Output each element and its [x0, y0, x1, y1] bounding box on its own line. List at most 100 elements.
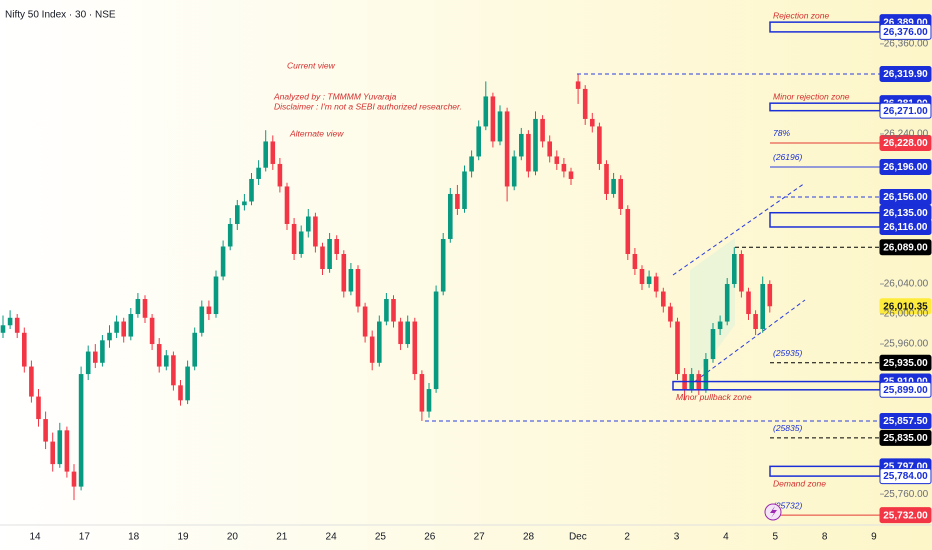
- candles: [0, 73, 773, 501]
- price-label-box: [879, 102, 932, 119]
- x-tick-label: 27: [474, 532, 486, 543]
- price-label-box: [879, 218, 932, 235]
- candle-body: [256, 167, 261, 179]
- y-tick-label: 26,360.00: [884, 39, 929, 50]
- alert-bolt: [770, 506, 777, 518]
- candle-body: [7, 317, 13, 326]
- candle-body: [0, 325, 6, 333]
- price-label: 25,835.00: [883, 433, 928, 444]
- candle-body: [149, 317, 155, 345]
- candle-body: [526, 133, 531, 172]
- candle-body: [50, 441, 55, 465]
- candle-body: [703, 359, 709, 390]
- annotation: Alternate view: [289, 128, 344, 138]
- candle-body: [171, 355, 176, 386]
- price-label-box: [879, 65, 932, 82]
- candle-body: [597, 126, 602, 164]
- candle-body: [220, 246, 226, 277]
- x-tick-label: 9: [871, 532, 877, 543]
- price-label-box: [879, 429, 932, 446]
- candle-body: [710, 329, 716, 360]
- candle-body: [675, 321, 680, 375]
- x-tick-label: 4: [723, 532, 729, 543]
- candle-body: [554, 156, 560, 164]
- candle-body: [547, 141, 552, 157]
- candle-body: [490, 96, 496, 142]
- candle-body: [114, 321, 119, 333]
- chart-title: Nifty 50 Index · 30 · NSE: [5, 10, 116, 21]
- price-label-box: [879, 134, 932, 151]
- price-label: 26,010.35: [883, 301, 928, 312]
- price-label: 26,376.00: [883, 27, 928, 38]
- candle-body: [334, 238, 339, 254]
- candle-body: [760, 284, 765, 330]
- candle-body: [504, 111, 510, 187]
- candle-body: [93, 351, 98, 363]
- candle-body: [185, 366, 190, 401]
- candle-body: [298, 231, 304, 254]
- price-label: 25,732.00: [883, 510, 928, 521]
- candle-body: [156, 344, 162, 367]
- candle-body: [433, 291, 439, 390]
- price-label: 26,156.00: [883, 192, 928, 203]
- candle-body: [36, 396, 41, 420]
- candle-body: [483, 96, 489, 127]
- candle-body: [519, 133, 524, 157]
- annotation: Disclaimer : I'm not a SEBI authorized r…: [274, 101, 462, 111]
- candle-body: [753, 314, 758, 330]
- candle-body: [270, 141, 276, 164]
- candle-body: [398, 321, 403, 345]
- price-label-box: [879, 468, 932, 485]
- candle-body: [732, 253, 737, 285]
- price-label: 26,271.00: [883, 106, 928, 117]
- candle-body: [227, 223, 233, 247]
- x-tick-label: 5: [772, 532, 778, 543]
- candle-body: [639, 269, 645, 285]
- candle-body: [561, 163, 567, 172]
- price-label: 25,935.00: [883, 358, 928, 369]
- candle-body: [78, 374, 84, 487]
- x-tick-label: 8: [822, 532, 828, 543]
- level-note: (25732): [773, 500, 802, 510]
- candle-body: [14, 317, 20, 333]
- zone-label: Demand zone: [773, 478, 826, 488]
- candle-body: [355, 269, 361, 307]
- candle-body: [85, 351, 91, 375]
- annotation: Current view: [287, 60, 336, 70]
- candle-body: [582, 88, 588, 119]
- price-label-box: [879, 158, 932, 175]
- price-label-box: [879, 381, 932, 398]
- channel-lower: [689, 299, 806, 386]
- price-label: 25,899.00: [883, 385, 928, 396]
- candle-body: [128, 314, 134, 337]
- y-tick-label: 25,960.00: [884, 339, 929, 350]
- zone-label: Rejection zone: [773, 10, 830, 20]
- candle-body: [419, 374, 425, 412]
- candle-body: [22, 332, 27, 367]
- level-note: (25835): [773, 423, 802, 433]
- candle-body: [43, 419, 48, 442]
- candle-body: [121, 321, 126, 337]
- candle-body: [327, 238, 332, 270]
- price-label-box: [879, 239, 932, 256]
- candle-body: [384, 299, 389, 322]
- candle-body: [320, 246, 325, 270]
- candle-body: [653, 276, 659, 292]
- x-tick-label: 24: [326, 532, 338, 543]
- x-tick-label: Dec: [569, 532, 587, 543]
- level-note: (25935): [773, 348, 802, 358]
- price-label-box: [879, 23, 932, 40]
- x-tick-label: 25: [375, 532, 387, 543]
- candle-body: [142, 299, 148, 318]
- candle-body: [440, 238, 446, 292]
- zone-label: Minor pullback zone: [676, 392, 752, 402]
- y-tick-label: 26,240.00: [884, 129, 929, 140]
- price-label: 26,135.00: [883, 208, 928, 219]
- candle-body: [192, 332, 197, 367]
- candle-body: [100, 340, 105, 363]
- candle-body: [668, 306, 673, 322]
- candle-body: [277, 163, 283, 187]
- channel-fill: [690, 238, 735, 385]
- price-label: 26,196.00: [883, 162, 928, 173]
- levels: Rejection zone Minor rejection zone Minor …: [425, 10, 932, 524]
